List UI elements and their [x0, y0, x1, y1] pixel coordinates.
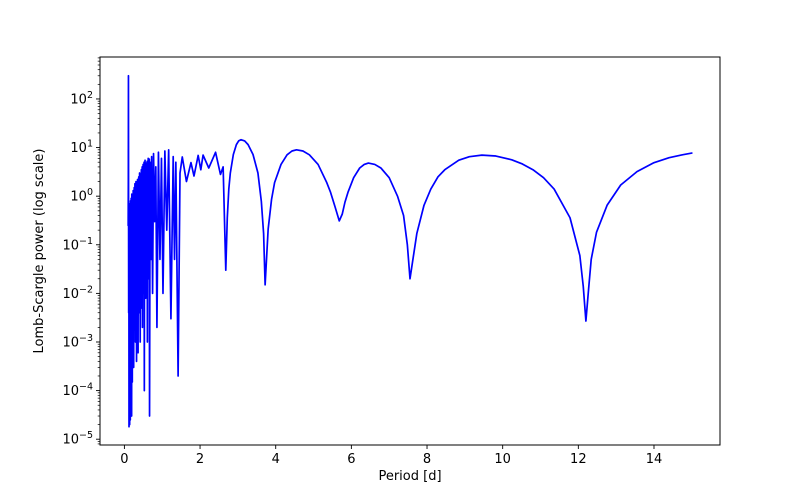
y-tick-label: 10−4	[62, 382, 93, 400]
y-tick-label: 101	[70, 139, 93, 157]
axes-spines	[99, 56, 721, 446]
x-tick-label: 10	[494, 452, 511, 467]
y-tick-label: 102	[70, 90, 93, 108]
x-tick-label: 0	[120, 452, 128, 467]
y-tick-label: 10−1	[62, 236, 93, 254]
y-axis-minor-ticks	[97, 57, 100, 445]
x-tick-label: 4	[272, 452, 280, 467]
x-tick-label: 12	[570, 452, 587, 467]
x-axis-ticks: 0 2 4 6 8 10 12 14	[120, 445, 662, 467]
y-tick-label: 10−5	[62, 430, 93, 448]
y-tick-label: 100	[70, 187, 93, 205]
x-tick-label: 2	[196, 452, 204, 467]
x-tick-label: 6	[347, 452, 355, 467]
periodogram-line	[127, 74, 693, 428]
x-axis-label: Period [d]	[378, 469, 441, 484]
y-axis-label: Lomb-Scargle power (log scale)	[32, 149, 47, 354]
y-tick-label: 10−2	[62, 284, 93, 302]
y-axis-ticks: 102 101 100 10−1 10−2 10−3 10−4 10−5	[62, 90, 100, 448]
plot-area: 0 2 4 6 8 10 12 14 102 101 100 10−1 10−2 10−3 10−4 10−5	[62, 56, 721, 467]
x-tick-label: 8	[423, 452, 431, 467]
x-tick-label: 14	[646, 452, 663, 467]
y-tick-label: 10−3	[62, 333, 93, 351]
